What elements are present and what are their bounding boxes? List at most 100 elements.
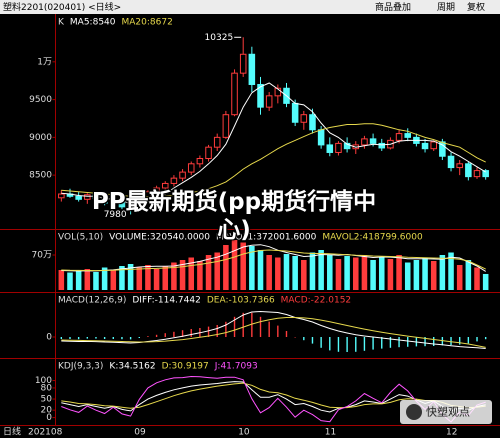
series-line	[61, 82, 486, 205]
bar	[84, 269, 91, 290]
candle-body	[369, 138, 377, 144]
legend-entry: J:41.7093	[214, 362, 258, 372]
legend-entry: MAVOL2:418799.6000	[322, 233, 423, 243]
candle-body	[161, 182, 169, 189]
candle-body	[205, 146, 212, 160]
bar	[337, 337, 340, 352]
candle-body	[456, 163, 463, 169]
candle-body	[153, 187, 160, 193]
bar	[318, 250, 324, 290]
x-tick-label: 12	[446, 428, 457, 438]
bar	[60, 337, 63, 339]
candle-body	[110, 199, 117, 204]
candle-body	[343, 142, 351, 150]
bar	[301, 260, 307, 290]
candle-body	[291, 102, 299, 123]
bar	[77, 337, 80, 340]
bar	[474, 267, 480, 290]
bar	[231, 240, 238, 290]
bar	[329, 337, 331, 351]
candle-body	[326, 144, 334, 153]
bar	[361, 255, 368, 290]
candle-body	[361, 138, 368, 146]
y-tick-label: 50	[41, 395, 53, 405]
candle-body	[196, 158, 204, 165]
bar	[352, 257, 359, 290]
bar	[275, 257, 281, 290]
bar	[225, 321, 227, 337]
x-tick-label: 202108	[28, 428, 63, 438]
bar	[233, 316, 236, 337]
bar	[259, 316, 262, 337]
bar	[205, 255, 212, 290]
candle-body	[58, 193, 65, 199]
legend-entry: MA20:8672	[122, 18, 173, 28]
x-tick-label: 09	[134, 428, 146, 438]
bar	[294, 337, 296, 338]
bar	[396, 255, 402, 290]
y-tick-label: 0	[46, 413, 52, 423]
bar	[430, 261, 437, 290]
candle-body	[75, 195, 82, 200]
candle-body	[473, 170, 481, 178]
bar	[223, 245, 229, 290]
bar	[216, 325, 218, 337]
y-tick-label: 0	[46, 333, 52, 343]
candle-body	[274, 87, 282, 97]
bar	[458, 337, 461, 345]
bar	[110, 270, 117, 290]
candle-body	[257, 83, 264, 108]
y-tick-label: 9000	[29, 133, 52, 143]
bar	[346, 337, 348, 352]
bar	[268, 321, 270, 337]
candle-body	[170, 177, 178, 184]
bar	[355, 337, 357, 352]
bar	[292, 256, 298, 290]
bar	[188, 257, 195, 290]
bar	[257, 250, 264, 290]
bar	[335, 259, 342, 290]
bar	[164, 333, 166, 337]
header-button[interactable]: 周期	[437, 2, 455, 13]
y-tick-label: 70万	[32, 251, 52, 261]
frame	[0, 14, 500, 426]
bar	[162, 266, 169, 290]
candle-body	[265, 95, 273, 108]
bar	[422, 257, 428, 290]
y-tick-label: 8500	[29, 171, 52, 181]
x-tick-label: 11	[325, 428, 336, 438]
bar	[190, 329, 192, 337]
bar	[439, 255, 446, 290]
legend-entry: DIFF:-114.7442	[132, 296, 200, 306]
bar	[179, 260, 186, 290]
bar	[370, 260, 376, 290]
legend-entry: MAVOL1:372001.6000	[216, 233, 317, 243]
series-line	[61, 244, 486, 272]
bar	[101, 267, 108, 290]
bar	[266, 255, 272, 290]
bar	[448, 252, 454, 290]
panel-title: MACD(12,26,9)	[58, 296, 126, 306]
candle-body	[395, 133, 403, 141]
bar	[456, 265, 463, 290]
bar	[181, 330, 184, 337]
bar	[214, 252, 220, 290]
bar	[207, 326, 210, 337]
header-button[interactable]: 商品叠加	[375, 1, 411, 13]
y-tick-label: 1万	[37, 57, 52, 67]
y-tick-label: 20	[41, 406, 53, 416]
bar	[398, 337, 400, 348]
bar	[173, 331, 175, 337]
bar	[127, 264, 134, 290]
legend-entry: MA5:8540	[70, 18, 116, 28]
bar	[75, 271, 82, 290]
header-button[interactable]: 复权	[467, 1, 485, 13]
panel-title: KDJ(9,3,3)	[58, 362, 103, 372]
bar	[424, 337, 426, 347]
series-line	[61, 123, 486, 198]
bar	[58, 270, 65, 290]
bar	[404, 262, 411, 290]
bar	[389, 337, 392, 348]
